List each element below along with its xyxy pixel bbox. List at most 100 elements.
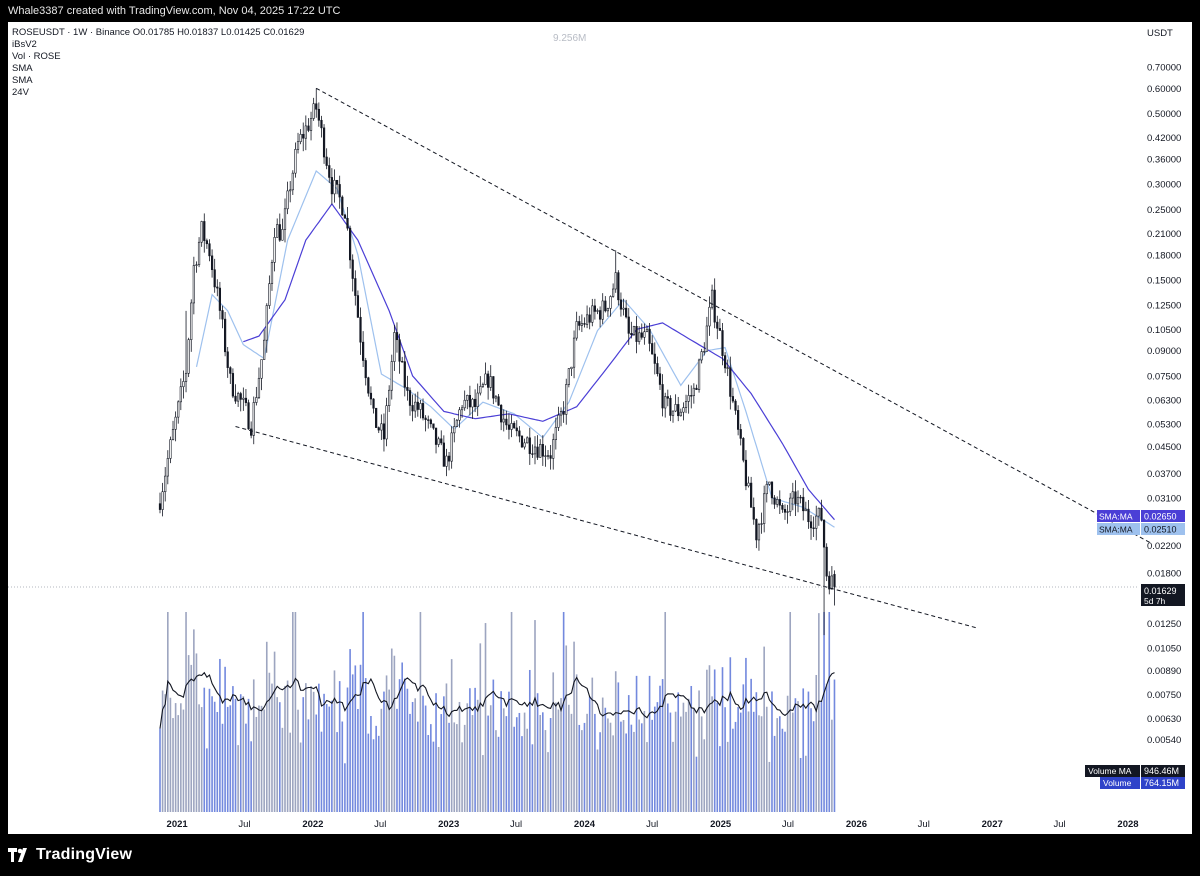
volume-bar bbox=[237, 745, 239, 812]
volume-bar bbox=[286, 680, 289, 812]
volume-bar bbox=[640, 723, 643, 812]
symbol-ohlc-line[interactable]: ROSEUSDT · 1W · Binance O0.01785 H0.0183… bbox=[12, 27, 305, 38]
last-price-value: 0.01629 bbox=[1144, 586, 1177, 596]
candle bbox=[640, 332, 643, 338]
candle bbox=[606, 308, 610, 312]
volume-bar bbox=[377, 735, 380, 812]
candle bbox=[408, 390, 412, 406]
candle bbox=[536, 446, 539, 458]
volume-bar bbox=[294, 612, 297, 812]
candle bbox=[737, 410, 740, 430]
candle bbox=[690, 395, 693, 397]
volume-bar bbox=[771, 691, 773, 812]
tag-value-bg bbox=[1141, 510, 1185, 522]
volume-bar bbox=[758, 715, 760, 812]
volume-bar bbox=[211, 696, 213, 812]
candle bbox=[341, 196, 344, 216]
volume-bar bbox=[336, 732, 338, 812]
candle bbox=[242, 397, 245, 400]
volume-bar bbox=[414, 698, 417, 812]
tag-label-bg bbox=[1097, 523, 1140, 535]
sma-slow-tag: SMA:MA 0.02650 bbox=[1097, 510, 1185, 522]
candle bbox=[372, 398, 375, 409]
candle bbox=[531, 453, 534, 455]
volume-bar bbox=[685, 711, 687, 812]
volume-bar bbox=[664, 612, 667, 812]
candle bbox=[682, 407, 685, 413]
volume-bar bbox=[367, 733, 370, 812]
candle bbox=[817, 507, 820, 517]
x-tick-label: Jul bbox=[1053, 819, 1065, 830]
x-tick-label: Jul bbox=[510, 819, 522, 830]
candle bbox=[520, 435, 524, 448]
candle bbox=[328, 165, 331, 178]
candle bbox=[489, 376, 492, 388]
candle bbox=[622, 307, 625, 310]
x-tick-label: Jul bbox=[918, 819, 930, 830]
indicator-24v[interactable]: 24V bbox=[12, 87, 29, 98]
volume-bar bbox=[638, 719, 640, 812]
volume-bar bbox=[786, 695, 789, 812]
indicator-ibsv2[interactable]: iBsV2 bbox=[12, 39, 37, 50]
candle bbox=[312, 103, 315, 119]
volume-bar bbox=[612, 735, 614, 812]
volume-bar bbox=[732, 728, 734, 812]
tag-label-bg bbox=[1100, 777, 1140, 789]
price-chart[interactable]: USDT 0.70000 0.60000 0.50000 0.42000 0.36000 0… bbox=[0, 0, 1200, 834]
candle bbox=[776, 499, 779, 505]
candle bbox=[453, 426, 456, 434]
volume-bar bbox=[742, 684, 745, 812]
candle bbox=[596, 310, 599, 312]
candle bbox=[533, 446, 537, 455]
candle bbox=[231, 373, 235, 397]
volume-bar bbox=[627, 695, 630, 812]
candle bbox=[643, 331, 646, 338]
candle bbox=[289, 189, 292, 192]
indicator-sma-2[interactable]: SMA bbox=[12, 75, 33, 86]
candle bbox=[612, 288, 615, 297]
candle bbox=[802, 496, 805, 512]
candle bbox=[828, 575, 831, 590]
volume-bar bbox=[646, 742, 648, 812]
volume-bar bbox=[297, 709, 299, 812]
candle bbox=[481, 384, 485, 387]
volume-bar bbox=[825, 683, 828, 812]
indicator-sma-1[interactable]: SMA bbox=[12, 63, 33, 74]
volume-bar bbox=[799, 757, 802, 812]
volume-bar bbox=[739, 712, 742, 812]
chart-panel[interactable] bbox=[8, 22, 1192, 834]
volume-bar bbox=[435, 693, 437, 812]
indicator-volume[interactable]: Vol · ROSE bbox=[12, 51, 61, 62]
candle bbox=[385, 405, 388, 440]
volume-bar bbox=[417, 721, 419, 812]
candle bbox=[187, 339, 190, 374]
candle bbox=[750, 482, 753, 508]
volume-bar bbox=[815, 674, 818, 812]
candle bbox=[684, 401, 688, 408]
volume-bar bbox=[323, 693, 325, 812]
tag-value: 0.02650 bbox=[1144, 512, 1177, 522]
candle bbox=[747, 482, 750, 487]
candle bbox=[179, 386, 182, 403]
candle bbox=[234, 395, 237, 402]
y-axis-unit: USDT bbox=[1147, 28, 1173, 39]
volume-bar bbox=[245, 723, 247, 812]
volume-bar bbox=[601, 697, 604, 812]
candle bbox=[442, 442, 445, 467]
volume-bar bbox=[445, 683, 448, 812]
candle bbox=[557, 414, 560, 428]
candle bbox=[492, 376, 495, 399]
candle bbox=[296, 141, 300, 150]
candle bbox=[377, 427, 380, 431]
volume-bar bbox=[823, 612, 825, 812]
sma-fast-tag: SMA:MA 0.02510 bbox=[1097, 523, 1185, 535]
y-tick-label: 0.05300 bbox=[1147, 419, 1181, 430]
caption-text: Whale3387 created with TradingView.com, … bbox=[8, 5, 341, 17]
volume-bar bbox=[586, 713, 588, 812]
candle bbox=[713, 289, 716, 323]
candle bbox=[218, 287, 222, 311]
candle bbox=[164, 475, 167, 493]
candle bbox=[406, 386, 409, 391]
candle bbox=[645, 328, 649, 333]
candle bbox=[658, 373, 662, 385]
